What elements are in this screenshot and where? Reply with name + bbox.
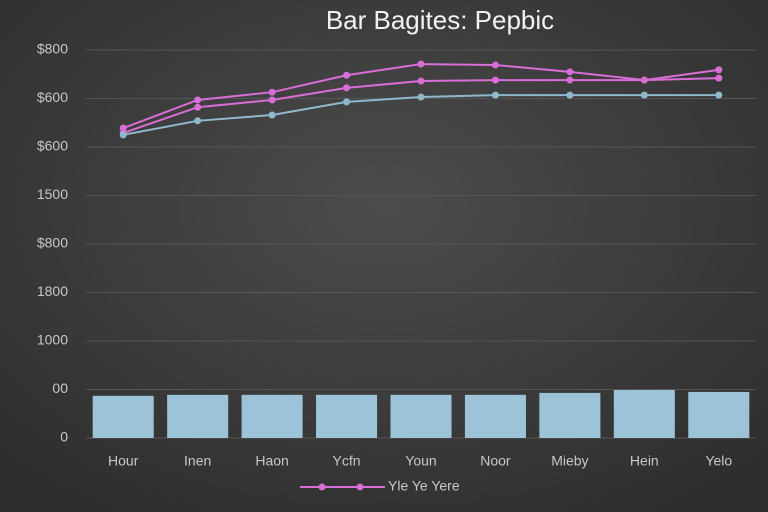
- y-tick-label: 1800: [37, 283, 68, 299]
- x-tick-label: Hour: [108, 453, 139, 469]
- legend-marker: [318, 483, 326, 491]
- chart-title: Bar Bagites: Pepbic: [326, 5, 554, 35]
- y-tick-label: $800: [37, 235, 68, 251]
- point: [417, 77, 425, 85]
- point: [491, 76, 499, 84]
- legend-marker: [356, 483, 364, 491]
- bar: [464, 394, 526, 438]
- point: [343, 84, 351, 92]
- point: [640, 91, 648, 99]
- bar: [167, 394, 229, 438]
- point: [343, 98, 351, 106]
- bar: [390, 394, 452, 438]
- point: [715, 91, 723, 99]
- point: [194, 96, 202, 104]
- x-tick-label: Youn: [405, 453, 436, 469]
- x-tick-label: Noor: [480, 453, 511, 469]
- bar: [539, 392, 601, 438]
- x-tick-label: Haon: [255, 453, 288, 469]
- point: [715, 66, 723, 74]
- point: [417, 60, 425, 68]
- point: [715, 74, 723, 82]
- y-tick-label: 1000: [37, 332, 68, 348]
- point: [566, 91, 574, 99]
- x-tick-label: Ycfn: [333, 453, 361, 469]
- x-tick-label: Mieby: [551, 453, 588, 469]
- point: [566, 68, 574, 76]
- y-tick-label: 1500: [37, 186, 68, 202]
- x-tick-label: Hein: [630, 453, 659, 469]
- point: [268, 88, 276, 96]
- point: [194, 103, 202, 111]
- point: [268, 96, 276, 104]
- bar: [613, 389, 675, 438]
- x-tick-label: Inen: [184, 453, 211, 469]
- y-tick-label: 00: [52, 380, 68, 396]
- point: [491, 91, 499, 99]
- point: [268, 111, 276, 119]
- point: [491, 61, 499, 69]
- y-tick-label: $600: [37, 138, 68, 154]
- point: [640, 76, 648, 84]
- x-tick-label: Yelo: [705, 453, 732, 469]
- point: [119, 131, 127, 139]
- point: [343, 71, 351, 79]
- bar: [316, 394, 378, 438]
- y-tick-label: $600: [37, 89, 68, 105]
- point: [566, 76, 574, 84]
- bar: [688, 391, 750, 438]
- point: [119, 124, 127, 132]
- y-tick-label: $800: [37, 41, 68, 57]
- point: [194, 117, 202, 125]
- bar: [241, 394, 303, 438]
- legend-label: Yle Ye Yere: [388, 478, 460, 494]
- y-tick-label: 0: [60, 429, 68, 445]
- bar: [92, 395, 154, 438]
- point: [417, 93, 425, 101]
